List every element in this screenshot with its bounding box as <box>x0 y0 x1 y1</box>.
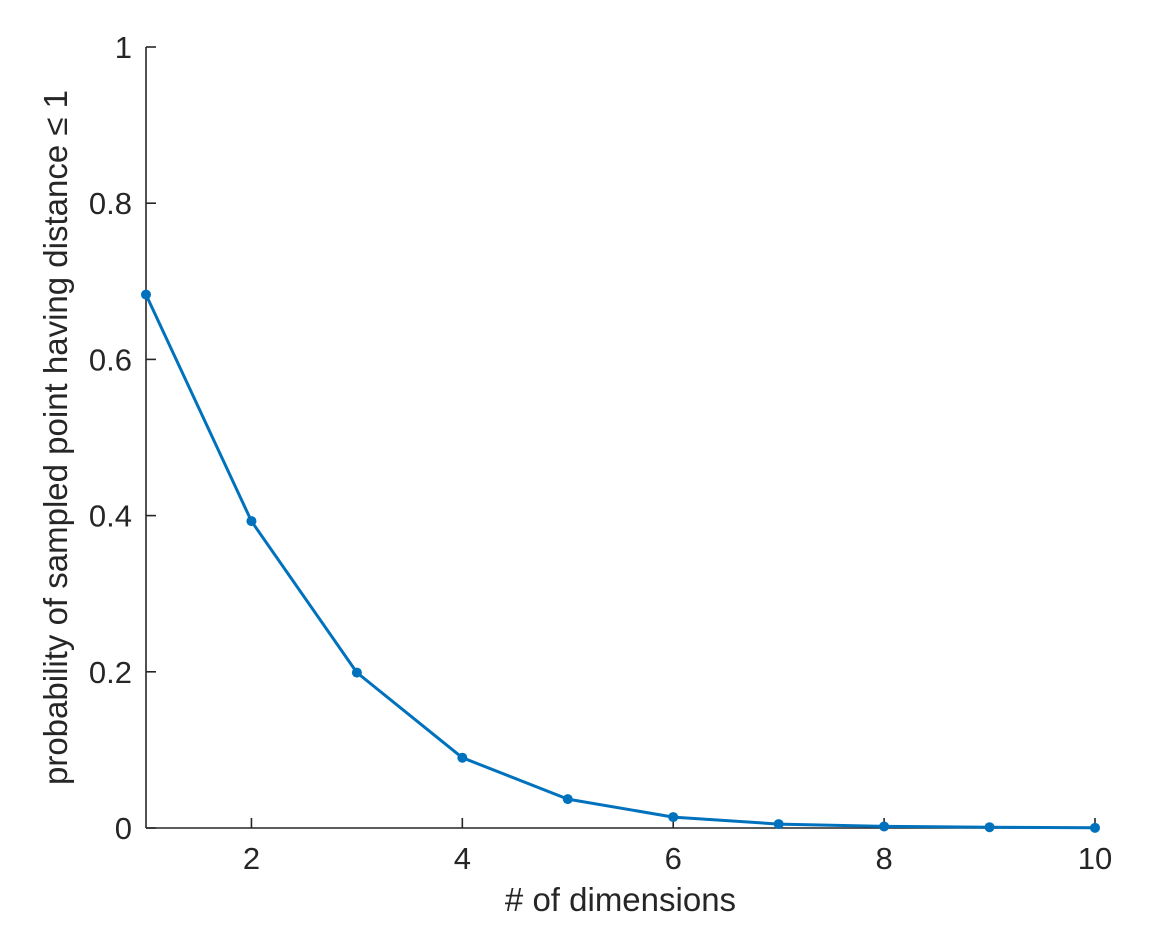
x-axis-label: # of dimensions <box>505 881 736 918</box>
x-tick-label: 4 <box>454 841 471 876</box>
data-point <box>773 819 784 830</box>
x-tick-label: 10 <box>1078 841 1112 876</box>
data-point <box>351 667 362 678</box>
y-tick-label: 1 <box>115 30 132 65</box>
x-tick-label: 2 <box>243 841 260 876</box>
x-ticks: 2 4 6 8 10 <box>243 818 1112 876</box>
data-point <box>562 794 573 805</box>
y-ticks: 0 0.2 0.4 0.6 0.8 1 <box>89 30 156 846</box>
x-tick-label: 6 <box>665 841 682 876</box>
data-point <box>668 812 679 823</box>
x-tick-label: 8 <box>875 841 892 876</box>
y-tick-label: 0.2 <box>89 655 132 690</box>
data-point <box>246 516 257 527</box>
y-tick-label: 0.6 <box>89 342 132 377</box>
data-point <box>1090 822 1100 833</box>
series-line <box>144 293 1096 830</box>
y-tick-label: 0.4 <box>89 499 132 534</box>
y-tick-label: 0.8 <box>89 186 132 221</box>
axes <box>145 47 1095 829</box>
data-point <box>879 821 890 832</box>
series-layer <box>141 289 1100 833</box>
y-tick-label: 0 <box>115 811 132 846</box>
data-point <box>984 822 995 833</box>
data-point <box>141 289 151 300</box>
y-axis-label: probability of sampled point having dist… <box>37 90 74 785</box>
data-point <box>457 752 468 763</box>
